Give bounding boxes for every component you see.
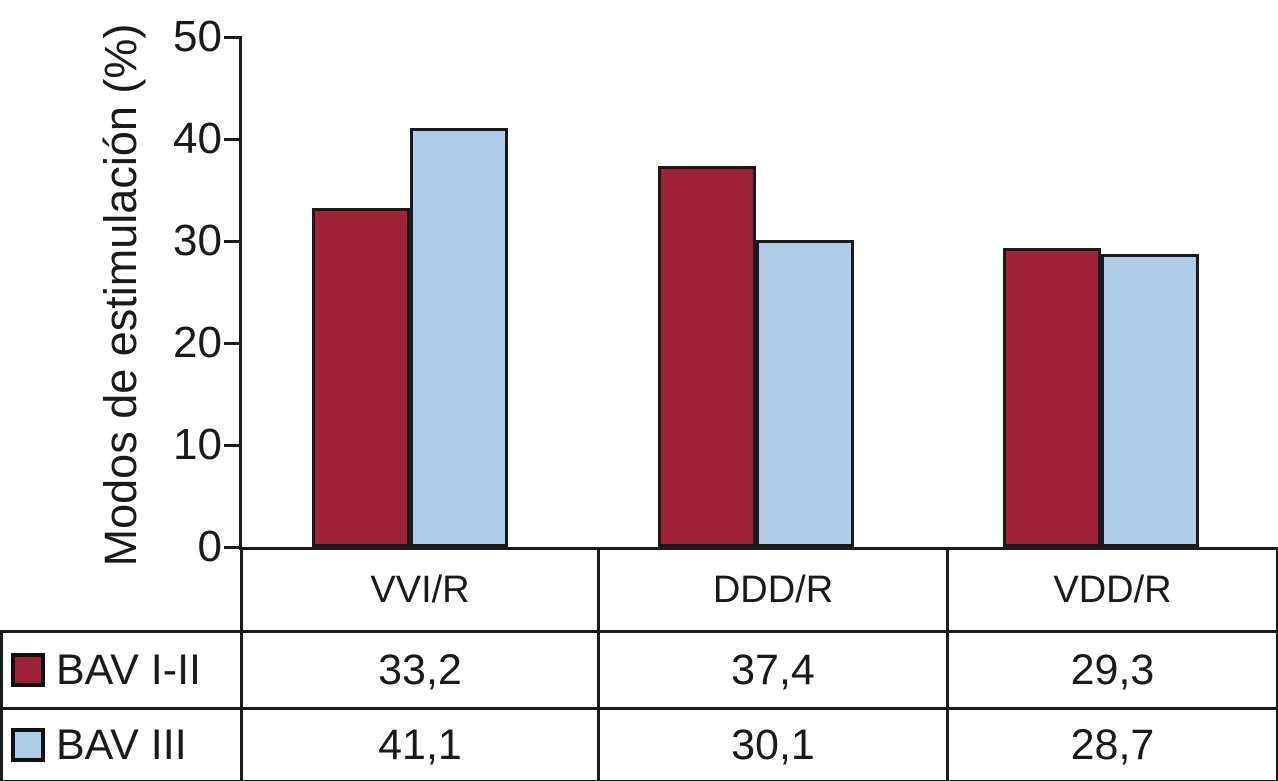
bar-bav-iii-vvi-r <box>410 128 508 547</box>
value-cell-ddd-r: 30,1 <box>597 707 949 781</box>
y-axis-tick <box>224 546 242 549</box>
y-axis-tick <box>224 240 242 243</box>
legend-label: BAV I-II <box>56 645 201 694</box>
bar-bav-iii-ddd-r <box>756 240 854 547</box>
bar-bav-i-ii-vvi-r <box>312 208 410 547</box>
value-cell-vdd-r: 28,7 <box>946 707 1278 781</box>
table-row-bav-i-ii: BAV I-II 33,2 37,4 29,3 <box>0 630 1278 710</box>
table-corner-cell <box>1 548 242 633</box>
y-axis-tick-label: 30 <box>173 216 222 265</box>
column-header-vvi-r: VVI/R <box>240 547 600 633</box>
bar-bav-i-ii-vdd-r <box>1003 248 1101 547</box>
y-axis-title: Modos de estimulación (%) <box>95 23 146 567</box>
y-axis-tick-label: 50 <box>173 12 222 61</box>
column-header-vdd-r: VDD/R <box>946 547 1278 633</box>
legend-cell: BAV III <box>0 707 243 781</box>
y-axis-tick <box>224 342 242 345</box>
y-axis-tick-label: 10 <box>173 420 222 469</box>
table-row-bav-iii: BAV III 41,1 30,1 28,7 <box>0 707 1278 781</box>
bar-bav-iii-vdd-r <box>1101 254 1199 547</box>
legend-swatch-icon <box>11 728 45 762</box>
value-cell-ddd-r: 37,4 <box>597 630 949 710</box>
legend-swatch-icon <box>11 653 45 687</box>
table-header-row: VVI/R DDD/R VDD/R <box>1 547 1278 633</box>
data-table: VVI/R DDD/R VDD/R BAV I-II 33,2 37,4 29,3 BAV I… <box>0 547 1278 781</box>
column-header-ddd-r: DDD/R <box>597 547 949 633</box>
y-axis-tick-label: 40 <box>173 114 222 163</box>
y-axis-line <box>239 37 242 550</box>
legend-label: BAV III <box>56 720 187 769</box>
y-axis-tick <box>224 138 242 141</box>
y-axis-tick-label: 20 <box>173 318 222 367</box>
bar-bav-i-ii-ddd-r <box>658 166 756 547</box>
value-cell-vvi-r: 41,1 <box>240 707 600 781</box>
legend-cell: BAV I-II <box>0 630 243 710</box>
value-cell-vvi-r: 33,2 <box>240 630 600 710</box>
value-cell-vdd-r: 29,3 <box>946 630 1278 710</box>
y-axis-tick <box>224 36 242 39</box>
y-axis-tick <box>224 444 242 447</box>
